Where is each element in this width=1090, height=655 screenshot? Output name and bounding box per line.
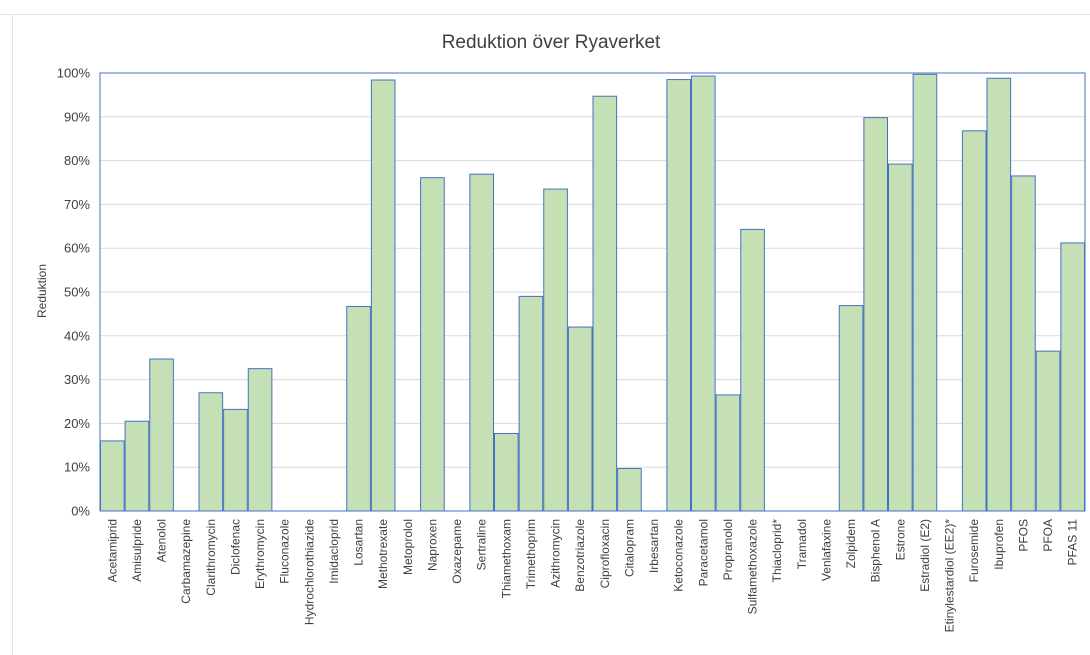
y-tick-label: 40% xyxy=(64,328,90,343)
x-tick-label: Venlafaxine xyxy=(819,519,833,581)
bar xyxy=(592,95,618,512)
x-tick-label: Amisulpride xyxy=(130,519,144,582)
bar xyxy=(518,295,544,512)
y-tick-label: 60% xyxy=(64,241,90,256)
x-tick-label: Sulfamethoxazole xyxy=(746,519,760,615)
x-tick-label: Thiamethoxam xyxy=(499,519,513,598)
x-tick-label: Ketoconazole xyxy=(672,519,686,592)
y-tick-label: 80% xyxy=(64,153,90,168)
x-tick-label: Imidacloprid xyxy=(327,519,341,584)
bar xyxy=(469,173,494,512)
x-tick-label: Furosemide xyxy=(967,519,981,583)
y-tick-label: 30% xyxy=(64,372,90,387)
bar xyxy=(691,75,716,512)
bar xyxy=(666,79,691,512)
x-tick-label: Oxazepame xyxy=(450,519,464,584)
y-tick-label: 10% xyxy=(64,460,90,475)
bar xyxy=(494,432,519,512)
x-tick-label: Azithromycin xyxy=(549,519,563,588)
bar xyxy=(1060,242,1085,512)
bar xyxy=(961,130,987,512)
x-tick-label: Bisphenol A xyxy=(869,519,883,582)
chart-title: Reduktion över Ryaverket xyxy=(442,32,661,53)
x-tick-label: Estradiol (E2) xyxy=(918,519,932,592)
bar xyxy=(543,188,568,512)
y-tick-label: 20% xyxy=(64,416,90,431)
x-tick-label: Paracetamol xyxy=(696,519,710,586)
x-tick-label: Trimethoprim xyxy=(524,519,538,589)
y-tick-label: 0% xyxy=(71,504,90,519)
y-tick-label: 50% xyxy=(64,285,90,300)
y-axis-label: Reduktion xyxy=(35,264,49,318)
x-tick-label: Atenolol xyxy=(155,519,169,562)
bar xyxy=(986,77,1012,512)
x-tick-label: Fluconazole xyxy=(278,519,292,584)
x-tick-label: Ciprofloxacin xyxy=(598,519,612,588)
x-tick-label: Naproxen xyxy=(425,519,439,571)
x-tick-label: Sertraline xyxy=(475,519,489,571)
sheet-frame-left xyxy=(0,14,13,655)
sheet-frame-top xyxy=(0,0,1090,15)
x-tick-label: Thiacloprid* xyxy=(770,519,784,583)
bar xyxy=(420,177,445,512)
x-tick-label: Metoprolol xyxy=(401,519,415,575)
x-tick-label: Clarithromycin xyxy=(204,519,218,596)
y-tick-label: 70% xyxy=(64,197,90,212)
x-tick-label: Hydrochlorothiazide xyxy=(302,519,316,625)
bar xyxy=(149,358,174,512)
y-tick-label: 90% xyxy=(64,109,90,124)
bar xyxy=(124,420,150,512)
x-tick-label: PFOA xyxy=(1041,519,1055,552)
bar xyxy=(247,368,273,512)
bar xyxy=(223,408,248,512)
y-axis-ticks: 0% 10% 20% 30% 40% 50% 60% 70% 80% 90% 100% xyxy=(57,66,91,519)
bar xyxy=(100,440,125,512)
x-tick-label: Methotrexate xyxy=(376,519,390,589)
x-tick-label: Benzotriazole xyxy=(573,519,587,592)
y-tick-label: 100% xyxy=(57,66,91,81)
x-tick-label: Diclofenac xyxy=(228,519,242,575)
x-tick-label: Carbamazepine xyxy=(179,519,193,604)
plot-border xyxy=(99,72,1086,512)
bar xyxy=(863,117,888,512)
bar xyxy=(346,305,371,512)
x-tick-label: Citalopram xyxy=(622,519,636,577)
bars xyxy=(99,72,1086,512)
bar xyxy=(1035,350,1061,512)
bar xyxy=(888,163,913,512)
x-tick-label: Acetamiprid xyxy=(105,519,119,582)
bar xyxy=(715,394,741,512)
bar xyxy=(740,228,765,512)
x-tick-label: Losartan xyxy=(352,519,366,566)
x-tick-label: PFAS 11 xyxy=(1066,519,1080,566)
bar xyxy=(912,73,938,512)
bar xyxy=(370,79,396,512)
x-tick-label: Propranolol xyxy=(721,519,735,580)
bar xyxy=(567,326,593,512)
x-tick-label: Ibuprofen xyxy=(992,519,1006,570)
x-tick-label: Etinylestardiol (EE2)* xyxy=(943,519,957,633)
bar xyxy=(617,468,642,512)
x-tick-label: Irbesartan xyxy=(647,519,661,573)
bar xyxy=(198,392,224,512)
x-axis-ticks: Acetamiprid Amisulpride Atenolol Carbamazep… xyxy=(105,519,1079,633)
x-tick-label: Erythromycin xyxy=(253,519,267,589)
x-tick-label: Zolpidem xyxy=(844,519,858,568)
x-tick-label: Tramadol xyxy=(795,519,809,569)
bar xyxy=(1011,175,1036,512)
bar xyxy=(838,305,864,512)
x-tick-label: PFOS xyxy=(1016,519,1030,552)
x-tick-label: Estrone xyxy=(893,519,907,561)
